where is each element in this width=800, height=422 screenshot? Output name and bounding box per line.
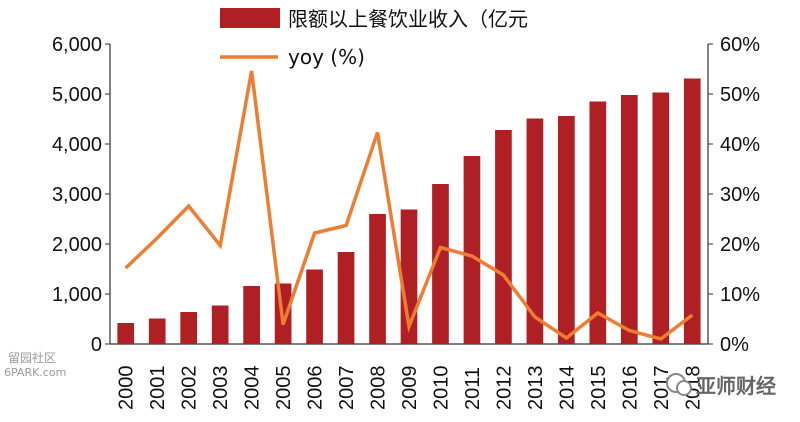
x-tick-label: 2004	[242, 366, 264, 411]
legend: 限额以上餐饮业收入（亿元 yoy (%)	[220, 7, 528, 69]
y-right-tick-label: 60%	[720, 34, 760, 56]
x-tick-label: 2012	[493, 366, 515, 411]
x-tick-label: 2005	[273, 366, 295, 411]
x-tick-label: 2010	[430, 366, 452, 411]
y-left-tick-label: 2,000	[52, 234, 102, 256]
y-right-tick-label: 50%	[720, 84, 760, 106]
bar-2014	[558, 116, 575, 344]
yoy-line-series	[124, 70, 694, 341]
y-right-tick-label: 30%	[720, 184, 760, 206]
x-tick-label: 2002	[179, 366, 201, 411]
x-tick-label: 2016	[619, 366, 641, 411]
x-tick-label: 2013	[525, 366, 547, 411]
watermark-right: 亚师财经	[666, 373, 776, 398]
x-tick-label: 2017	[651, 366, 673, 411]
y-axis-right-ticks: 0% 10% 20% 30% 40% 50% 60%	[708, 34, 760, 356]
y-left-tick-label: 0	[91, 334, 102, 356]
x-tick-label: 2011	[462, 367, 484, 410]
bar-2006	[306, 269, 323, 344]
x-tick-label: 2007	[336, 366, 358, 411]
y-right-tick-label: 40%	[720, 134, 760, 156]
wechat-icon-bubble	[676, 380, 692, 396]
bar-2018	[683, 78, 701, 344]
x-tick-label: 2014	[556, 366, 578, 411]
y-axis-left-ticks: 0 1,000 2,000 3,000 4,000 5,000 6,000	[52, 34, 110, 356]
legend-swatch-revenue	[220, 8, 280, 28]
y-left-tick-label: 5,000	[52, 84, 102, 106]
watermark-left-url: 6PARK.com	[4, 366, 66, 379]
y-left-tick-label: 4,000	[52, 134, 102, 156]
bar-2002	[180, 312, 198, 344]
y-right-tick-label: 0%	[720, 334, 749, 356]
bar-2012	[495, 130, 512, 344]
x-tick-label: 2009	[399, 366, 421, 411]
x-tick-label: 2001	[147, 366, 169, 411]
bar-2017	[652, 92, 670, 344]
y-right-tick-label: 10%	[720, 284, 760, 306]
x-tick-label: 2003	[210, 366, 232, 411]
x-tick-label: 2015	[588, 366, 610, 411]
watermark-left-text: 留园社区	[8, 350, 56, 365]
bars	[117, 78, 701, 344]
bar-2007	[337, 252, 355, 344]
watermark-left: 留园社区 6PARK.com	[4, 350, 66, 379]
bar-2010	[432, 184, 449, 344]
legend-label-yoy: yoy (%)	[288, 45, 365, 69]
bar-2011	[463, 156, 481, 344]
x-tick-label: 2008	[368, 366, 390, 411]
bar-2013	[526, 118, 544, 344]
x-tick-label: 2000	[116, 366, 138, 411]
x-tick-label: 2006	[305, 366, 327, 411]
y-left-tick-label: 6,000	[52, 34, 102, 56]
legend-label-revenue: 限额以上餐饮业收入（亿元	[288, 7, 528, 31]
x-axis-ticks: 2000 2001 2002 2003 2004 2005 2006 2007 2008 2009…	[116, 366, 705, 411]
bar-2004	[243, 286, 260, 344]
y-left-tick-label: 1,000	[52, 284, 102, 306]
bar-2016	[620, 95, 638, 344]
bar-2003	[211, 305, 229, 344]
x-tick-label: 2018	[682, 366, 704, 411]
watermark-right-text: 亚师财经	[696, 374, 776, 398]
y-right-tick-label: 20%	[720, 234, 760, 256]
y-left-tick-label: 3,000	[52, 184, 102, 206]
bar-2015	[589, 101, 607, 344]
bar-2008	[369, 214, 386, 344]
bar-2000	[117, 323, 135, 344]
bar-2001	[148, 318, 166, 344]
